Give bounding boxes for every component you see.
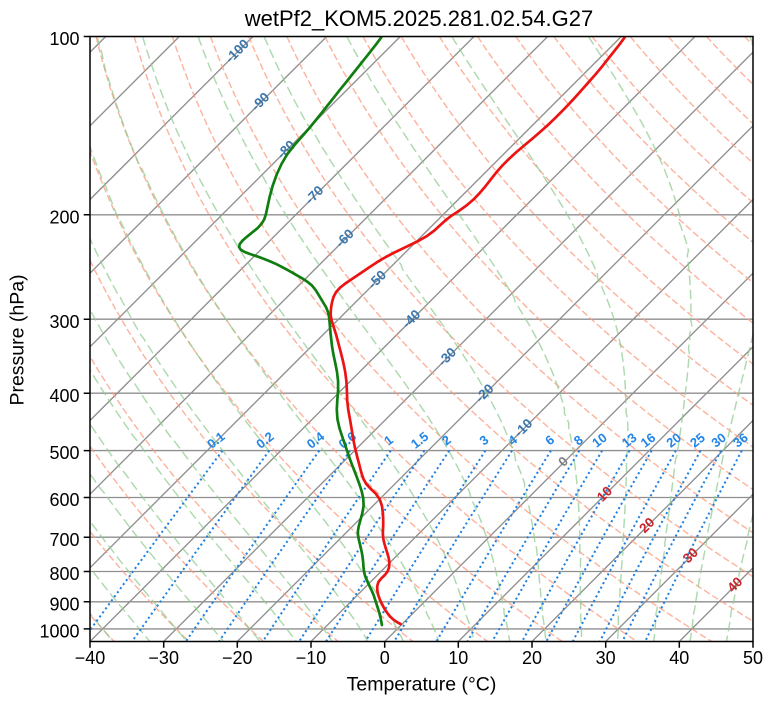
svg-text:40: 40 [669, 648, 689, 668]
svg-text:20: 20 [522, 648, 542, 668]
svg-text:10: 10 [594, 483, 615, 504]
svg-text:30: 30 [680, 545, 701, 566]
svg-text:500: 500 [49, 443, 79, 463]
svg-text:100: 100 [49, 29, 79, 49]
svg-text:−40: −40 [75, 648, 106, 668]
svg-text:−20: −20 [222, 648, 253, 668]
svg-text:600: 600 [49, 490, 79, 510]
svg-text:50: 50 [743, 648, 763, 668]
svg-text:wetPf2_KOM5.2025.281.02.54.G27: wetPf2_KOM5.2025.281.02.54.G27 [244, 6, 593, 31]
svg-text:−10: −10 [296, 648, 327, 668]
svg-text:800: 800 [49, 564, 79, 584]
svg-text:Temperature (°C): Temperature (°C) [347, 674, 497, 696]
svg-text:300: 300 [49, 312, 79, 332]
svg-text:Pressure (hPa): Pressure (hPa) [7, 274, 29, 405]
svg-text:10: 10 [448, 648, 468, 668]
svg-text:900: 900 [49, 594, 79, 614]
svg-text:30: 30 [596, 648, 616, 668]
svg-text:400: 400 [49, 386, 79, 406]
svg-text:40: 40 [724, 574, 745, 595]
svg-text:0: 0 [380, 648, 390, 668]
svg-text:−30: −30 [148, 648, 179, 668]
svg-text:200: 200 [49, 207, 79, 227]
svg-text:1000: 1000 [39, 622, 79, 642]
svg-text:700: 700 [49, 530, 79, 550]
